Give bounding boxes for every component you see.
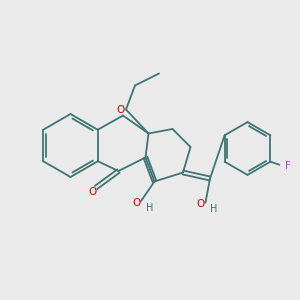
Text: O: O xyxy=(117,105,125,115)
Text: O: O xyxy=(197,199,205,209)
Text: F: F xyxy=(285,161,291,171)
Text: H: H xyxy=(146,202,153,213)
Text: O: O xyxy=(132,197,141,208)
Text: O: O xyxy=(88,187,97,197)
Text: H: H xyxy=(210,204,218,214)
